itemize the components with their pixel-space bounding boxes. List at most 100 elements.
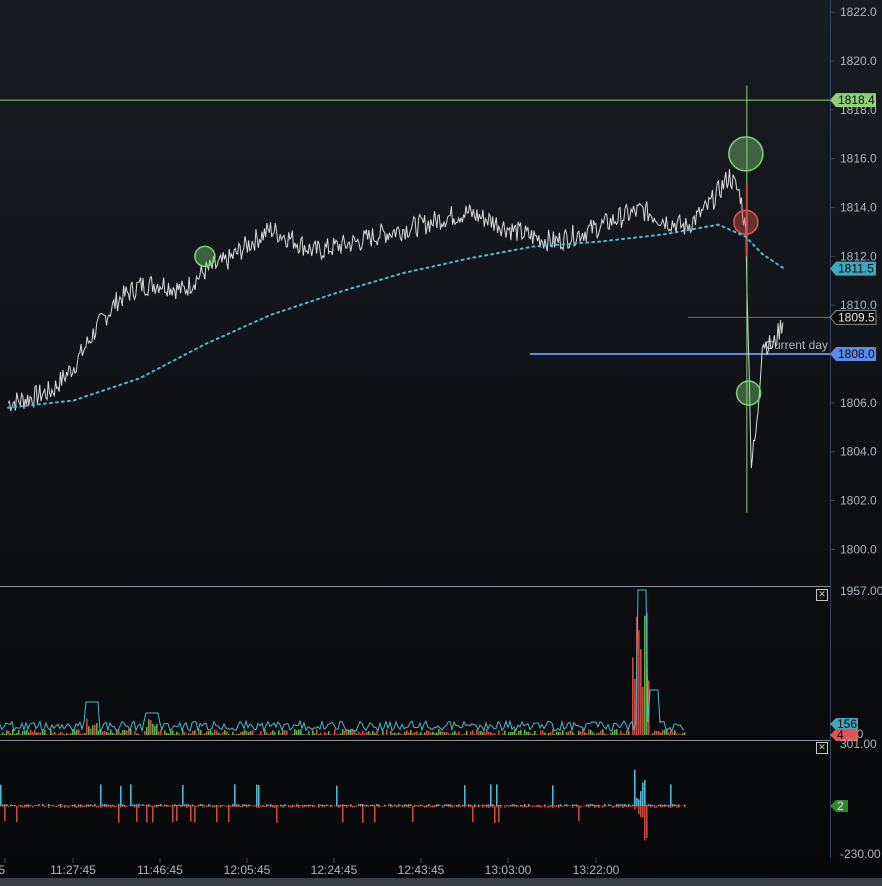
delta-bar-up xyxy=(350,804,352,806)
volume-bar xyxy=(236,733,238,735)
delta-bar-up xyxy=(48,804,50,806)
volume-bar xyxy=(122,730,124,735)
delta-bar-down xyxy=(474,806,476,808)
delta-bar-up xyxy=(492,804,494,806)
volume-bar xyxy=(566,732,568,735)
volume-bar xyxy=(632,657,634,735)
delta-bar-down xyxy=(108,806,110,807)
delta-bar-up xyxy=(404,804,406,806)
volume-bar xyxy=(168,733,170,735)
delta-bar-up xyxy=(506,804,508,806)
volume-bar xyxy=(590,729,592,735)
delta-bar-up xyxy=(12,805,14,806)
delta-bar-down xyxy=(8,806,10,807)
volume-bar xyxy=(604,733,606,735)
delta-bar-down xyxy=(182,806,184,807)
delta-bar-up xyxy=(86,804,88,806)
delta-bar-up xyxy=(262,805,264,806)
volume-bar xyxy=(46,734,48,735)
delta-bar-down xyxy=(106,806,108,808)
volume-bar xyxy=(0,734,2,735)
delta-bar-down xyxy=(84,806,86,808)
delta-bar-up xyxy=(442,805,444,806)
volume-bar xyxy=(484,732,486,735)
volume-bar xyxy=(70,733,72,735)
delta-panel-close-icon[interactable]: ✕ xyxy=(816,742,828,754)
volume-bar xyxy=(596,733,598,735)
delta-bar-down xyxy=(684,806,686,808)
delta-bar-down xyxy=(486,806,488,808)
volume-bar xyxy=(216,730,218,735)
volume-bar xyxy=(554,734,556,735)
delta-bar-up xyxy=(636,797,638,806)
volume-bar xyxy=(210,730,212,735)
delta-bar-up xyxy=(208,804,210,806)
delta-bar-up xyxy=(288,805,290,806)
volume-bar xyxy=(652,733,654,735)
volume-bar xyxy=(482,732,484,735)
delta-bar-down xyxy=(428,806,430,807)
volume-bar xyxy=(182,729,184,735)
delta-bar-down xyxy=(664,806,666,808)
volume-bar xyxy=(398,732,400,735)
delta-bar-up xyxy=(92,805,94,806)
delta-bar-up xyxy=(238,804,240,806)
volume-bar xyxy=(154,726,156,735)
delta-bar-down xyxy=(390,806,392,808)
volume-bar xyxy=(128,729,130,735)
delta-bar-up xyxy=(148,804,150,806)
volume-bar xyxy=(624,733,626,735)
delta-bar-down xyxy=(638,806,640,814)
delta-bar-down xyxy=(216,806,218,823)
delta-bar-up xyxy=(256,784,258,806)
volume-bar xyxy=(392,733,394,735)
delta-bar-up xyxy=(568,805,570,806)
delta-bar-down xyxy=(254,806,256,807)
delta-bar-up xyxy=(156,804,158,806)
volume-bar xyxy=(528,731,530,735)
delta-bar-up xyxy=(88,804,90,806)
volume-bar xyxy=(52,733,54,735)
delta-bar-down xyxy=(32,806,34,808)
delta-bar-up xyxy=(482,804,484,806)
delta-bar-down xyxy=(242,806,244,808)
delta-bar-down xyxy=(402,806,404,808)
delta-bar-up xyxy=(358,804,360,806)
delta-bar-up xyxy=(204,805,206,806)
delta-bar-up xyxy=(122,804,124,806)
volume-bar xyxy=(606,734,608,735)
delta-bar-up xyxy=(304,804,306,806)
delta-bar-down xyxy=(508,806,510,807)
delta-bar-up xyxy=(320,804,322,806)
delta-bar-down xyxy=(460,806,462,807)
delta-bar-up xyxy=(376,804,378,806)
delta-bar-up xyxy=(416,805,418,806)
delta-bar-down xyxy=(188,806,190,808)
volume-bar xyxy=(474,734,476,735)
delta-bar-up xyxy=(470,804,472,806)
volume-bar xyxy=(184,732,186,735)
delta-bar-up xyxy=(450,804,452,806)
delta-bar-down xyxy=(114,806,116,808)
delta-tag xyxy=(830,800,848,812)
volume-bar xyxy=(406,730,408,735)
delta-bar-up xyxy=(660,804,662,806)
volume-bar xyxy=(514,729,516,735)
volume-panel-close-icon[interactable]: ✕ xyxy=(816,589,828,601)
delta-bar-down xyxy=(152,806,154,823)
delta-bar-up xyxy=(510,804,512,806)
signal-marker-2 xyxy=(733,209,759,235)
x-tick-label: 11:27:45 xyxy=(50,863,96,877)
delta-bar-down xyxy=(18,806,20,807)
delta-bar-up xyxy=(588,804,590,806)
delta-bar-down xyxy=(176,806,178,822)
delta-bar-up xyxy=(360,804,362,806)
volume-bar xyxy=(460,734,462,735)
delta-bar-up xyxy=(410,804,412,806)
volume-bar xyxy=(644,615,646,735)
delta-bar-down xyxy=(324,806,326,808)
delta-bar-down xyxy=(436,806,438,807)
volume-bar xyxy=(588,729,590,735)
volume-bar xyxy=(542,730,544,735)
